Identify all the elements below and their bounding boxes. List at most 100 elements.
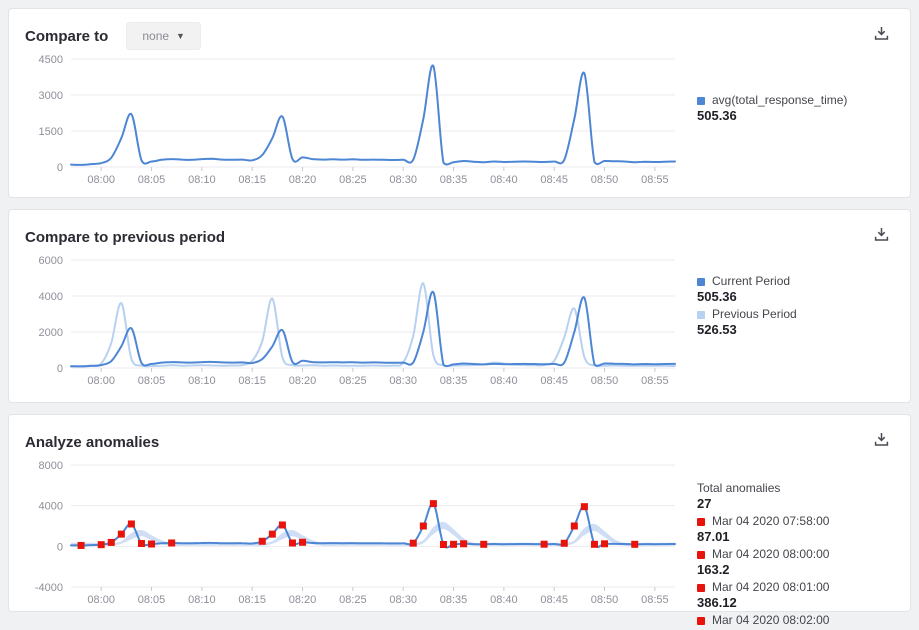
x-tick-label: 08:00 [87, 375, 115, 387]
legend-label: Mar 04 2020 08:02:00 [712, 613, 830, 627]
anomaly-marker[interactable] [148, 540, 156, 548]
panel-compare-previous-period: Compare to previous period 0 2000 4000 6000… [8, 209, 911, 403]
x-tick-label: 08:50 [591, 594, 619, 606]
anomaly-marker[interactable] [570, 522, 578, 530]
x-tick-label: 08:05 [138, 375, 166, 387]
legend-item[interactable]: Mar 04 2020 07:58:00 87.01 [697, 514, 893, 545]
download-icon [874, 228, 889, 241]
panel-title: Compare to [25, 27, 109, 45]
x-tick-label: 08:20 [289, 375, 317, 387]
legend-label: Current Period [712, 274, 791, 288]
anomaly-marker[interactable] [560, 539, 568, 547]
download-button[interactable] [871, 23, 892, 47]
x-tick-label: 08:10 [188, 375, 216, 387]
anomaly-marker[interactable] [429, 500, 437, 508]
anomaly-marker[interactable] [409, 539, 417, 547]
legend-value: 163.2 [697, 562, 730, 577]
x-tick-label: 08:20 [289, 594, 317, 606]
x-tick-label: 08:15 [238, 375, 266, 387]
legend-item[interactable]: Mar 04 2020 08:00:00 163.2 [697, 547, 893, 578]
legend-swatch [697, 96, 705, 105]
legend-item[interactable]: Current Period 505.36 [697, 274, 893, 305]
compare-to-dropdown[interactable]: none ▼ [126, 22, 201, 50]
legend-value: 505.36 [697, 289, 737, 304]
timeseries-chart-previous-period[interactable]: 0 2000 4000 6000 08:00 08:05 08:10 08:15 08:20 08… [25, 252, 687, 390]
anomaly-marker[interactable] [107, 538, 115, 546]
anomaly-marker[interactable] [299, 538, 307, 546]
y-tick-label: 3000 [39, 90, 63, 102]
chart-legend: avg(total_response_time) 505.36 [687, 51, 893, 194]
x-tick-label: 08:45 [540, 375, 568, 387]
legend-value: 505.36 [697, 108, 737, 123]
legend-value: 87.01 [697, 529, 730, 544]
timeseries-chart-compare-to[interactable]: 0 1500 3000 4500 08:00 08:05 08:10 08:15 08:20 08… [25, 51, 687, 189]
x-tick-label: 08:45 [540, 174, 568, 186]
x-tick-label: 08:35 [440, 594, 468, 606]
legend-item[interactable]: Previous Period 526.53 [697, 307, 893, 338]
legend-swatch [697, 310, 705, 319]
legend-total-anomalies: Total anomalies 27 [697, 481, 781, 511]
anomaly-marker[interactable] [601, 540, 609, 548]
legend-value: 526.53 [697, 322, 737, 337]
legend-swatch [697, 517, 705, 526]
x-tick-label: 08:00 [87, 174, 115, 186]
x-tick-label: 08:05 [138, 174, 166, 186]
x-tick-label: 08:50 [591, 375, 619, 387]
anomaly-marker[interactable] [117, 530, 125, 538]
anomaly-marker[interactable] [580, 503, 588, 511]
y-tick-label: 0 [57, 162, 63, 174]
y-tick-label: 4000 [39, 291, 63, 303]
legend-label: Mar 04 2020 08:01:00 [712, 580, 830, 594]
anomaly-marker[interactable] [288, 539, 296, 547]
anomaly-marker[interactable] [480, 540, 488, 548]
y-tick-label: 6000 [39, 255, 63, 267]
download-button[interactable] [871, 429, 892, 453]
legend-swatch [697, 277, 705, 286]
anomaly-marker[interactable] [540, 540, 548, 548]
anomaly-marker[interactable] [268, 530, 276, 538]
anomaly-marker[interactable] [460, 540, 468, 548]
anomaly-marker[interactable] [97, 541, 105, 549]
x-tick-label: 08:00 [87, 594, 115, 606]
y-tick-label: 4500 [39, 54, 63, 66]
x-tick-label: 08:25 [339, 375, 367, 387]
y-tick-label: -4000 [35, 582, 63, 594]
chevron-down-icon: ▼ [176, 30, 185, 41]
anomaly-marker[interactable] [77, 541, 85, 549]
anomaly-marker[interactable] [258, 537, 266, 545]
legend-swatch [697, 616, 705, 625]
legend-label: Mar 04 2020 08:00:00 [712, 547, 830, 561]
x-tick-label: 08:50 [591, 174, 619, 186]
anomaly-marker[interactable] [168, 539, 176, 547]
legend-item[interactable]: Mar 04 2020 08:01:00 386.12 [697, 580, 893, 611]
y-tick-label: 2000 [39, 327, 63, 339]
panel-title: Compare to previous period [25, 228, 226, 246]
x-tick-label: 08:55 [641, 375, 669, 387]
anomaly-marker[interactable] [450, 540, 458, 548]
timeseries-chart-anomalies[interactable]: -4000 0 4000 8000 08:00 08:05 08:10 08:15 08:20 0… [25, 457, 687, 609]
panel-compare-to: Compare to none ▼ 0 1500 3000 4500 08:00 08:0… [8, 8, 911, 198]
legend-item[interactable]: Mar 04 2020 08:02:00 [697, 613, 893, 628]
anomaly-marker[interactable] [439, 541, 447, 549]
x-tick-label: 08:35 [440, 174, 468, 186]
anomaly-marker[interactable] [137, 539, 145, 547]
anomaly-marker[interactable] [419, 522, 427, 530]
download-icon [874, 27, 889, 40]
x-tick-label: 08:40 [490, 174, 518, 186]
legend-swatch [697, 550, 705, 559]
legend-item[interactable]: avg(total_response_time) 505.36 [697, 93, 893, 124]
x-tick-label: 08:15 [238, 174, 266, 186]
anomaly-marker[interactable] [631, 540, 639, 548]
x-tick-label: 08:10 [188, 174, 216, 186]
x-tick-label: 08:55 [641, 174, 669, 186]
anomaly-marker[interactable] [127, 520, 135, 528]
x-tick-label: 08:10 [188, 594, 216, 606]
dropdown-selected-value: none [142, 29, 170, 43]
y-tick-label: 0 [57, 541, 63, 553]
x-tick-label: 08:40 [490, 594, 518, 606]
x-tick-label: 08:05 [138, 594, 166, 606]
download-button[interactable] [871, 224, 892, 248]
anomaly-marker[interactable] [278, 521, 286, 529]
anomaly-marker[interactable] [590, 540, 598, 548]
x-tick-label: 08:45 [540, 594, 568, 606]
